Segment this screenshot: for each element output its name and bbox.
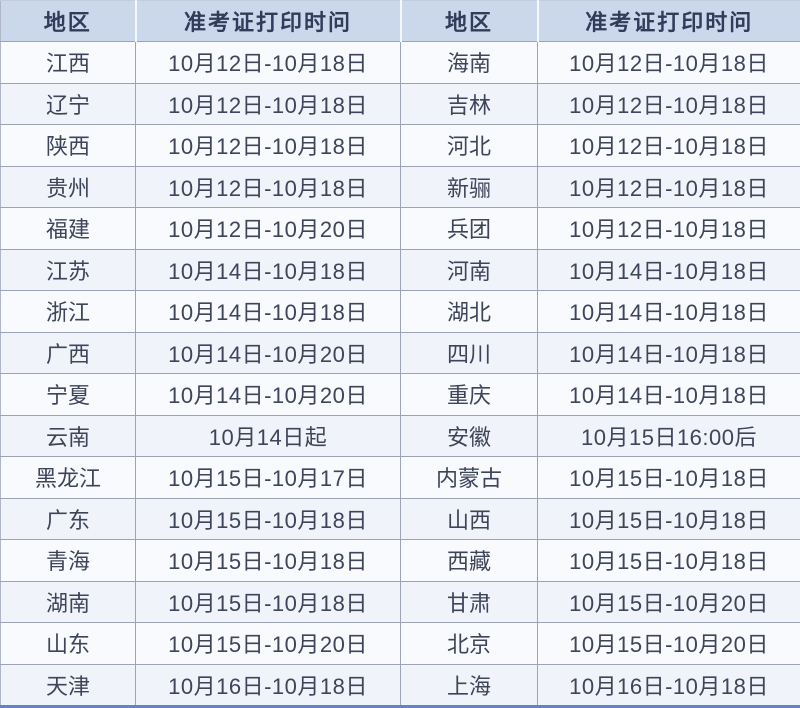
- region-cell: 新骊: [401, 166, 538, 208]
- region-cell: 河北: [401, 125, 538, 167]
- region-cell: 天津: [1, 664, 136, 707]
- print-time-cell: 10月12日-10月18日: [136, 42, 401, 84]
- region-cell: 辽宁: [1, 83, 136, 125]
- region-cell: 浙江: [1, 291, 136, 333]
- print-time-cell: 10月12日-10月18日: [538, 166, 800, 208]
- region-cell: 青海: [1, 540, 136, 582]
- print-time-cell: 10月14日-10月18日: [538, 291, 800, 333]
- region-cell: 北京: [401, 623, 538, 665]
- region-cell: 云南: [1, 415, 136, 457]
- print-time-cell: 10月15日-10月17日: [136, 457, 401, 499]
- print-time-cell: 10月12日-10月18日: [538, 125, 800, 167]
- header-region-right: 地区: [401, 1, 538, 42]
- print-time-cell: 10月12日-10月18日: [538, 83, 800, 125]
- region-cell: 贵州: [1, 166, 136, 208]
- region-cell: 江西: [1, 42, 136, 84]
- print-time-cell: 10月14日-10月20日: [136, 374, 401, 416]
- region-cell: 四川: [401, 332, 538, 374]
- region-cell: 上海: [401, 664, 538, 707]
- print-time-cell: 10月14日-10月18日: [538, 249, 800, 291]
- header-row: 地区 准考证打印时问 地区 准考证打印时问: [1, 1, 800, 42]
- print-time-cell: 10月15日-10月20日: [538, 623, 800, 665]
- region-cell: 福建: [1, 208, 136, 250]
- print-time-cell: 10月14日-10月18日: [136, 291, 401, 333]
- print-time-cell: 10月16日-10月18日: [136, 664, 401, 707]
- region-cell: 河南: [401, 249, 538, 291]
- print-time-cell: 10月12日-10月18日: [538, 208, 800, 250]
- print-time-cell: 10月12日-10月18日: [538, 42, 800, 84]
- print-time-cell: 10月15日-10月18日: [538, 457, 800, 499]
- print-time-cell: 10月15日-10月20日: [538, 581, 800, 623]
- region-cell: 黑龙江: [1, 457, 136, 499]
- print-time-cell: 10月15日-10月18日: [538, 498, 800, 540]
- region-cell: 山西: [401, 498, 538, 540]
- region-cell: 内蒙古: [401, 457, 538, 499]
- region-cell: 吉林: [401, 83, 538, 125]
- print-time-cell: 10月15日16:00后: [538, 415, 800, 457]
- region-cell: 宁夏: [1, 374, 136, 416]
- region-cell: 广东: [1, 498, 136, 540]
- print-time-cell: 10月14日起: [136, 415, 401, 457]
- print-time-cell: 10月12日-10月18日: [136, 166, 401, 208]
- region-cell: 兵团: [401, 208, 538, 250]
- print-time-cell: 10月14日-10月18日: [538, 332, 800, 374]
- region-cell: 重庆: [401, 374, 538, 416]
- print-time-cell: 10月15日-10月18日: [538, 540, 800, 582]
- header-region-left: 地区: [1, 1, 136, 42]
- region-cell: 山东: [1, 623, 136, 665]
- region-cell: 陕西: [1, 125, 136, 167]
- print-time-cell: 10月12日-10月18日: [136, 83, 401, 125]
- print-time-cell: 10月12日-10月18日: [136, 125, 401, 167]
- header-time-right: 准考证打印时问: [538, 1, 800, 42]
- print-time-cell: 10月14日-10月18日: [538, 374, 800, 416]
- print-time-cell: 10月15日-10月18日: [136, 498, 401, 540]
- region-cell: 江苏: [1, 249, 136, 291]
- region-cell: 广西: [1, 332, 136, 374]
- region-cell: 甘肃: [401, 581, 538, 623]
- print-time-cell: 10月15日-10月18日: [136, 581, 401, 623]
- region-cell: 湖北: [401, 291, 538, 333]
- print-time-cell: 10月16日-10月18日: [538, 664, 800, 707]
- print-time-cell: 10月15日-10月20日: [136, 623, 401, 665]
- region-cell: 西藏: [401, 540, 538, 582]
- region-cell: 安徽: [401, 415, 538, 457]
- region-cell: 湖南: [1, 581, 136, 623]
- header-time-left: 准考证打印时问: [136, 1, 401, 42]
- print-time-cell: 10月14日-10月18日: [136, 249, 401, 291]
- print-time-cell: 10月12日-10月20日: [136, 208, 401, 250]
- region-cell: 海南: [401, 42, 538, 84]
- print-time-cell: 10月14日-10月20日: [136, 332, 401, 374]
- print-time-cell: 10月15日-10月18日: [136, 540, 401, 582]
